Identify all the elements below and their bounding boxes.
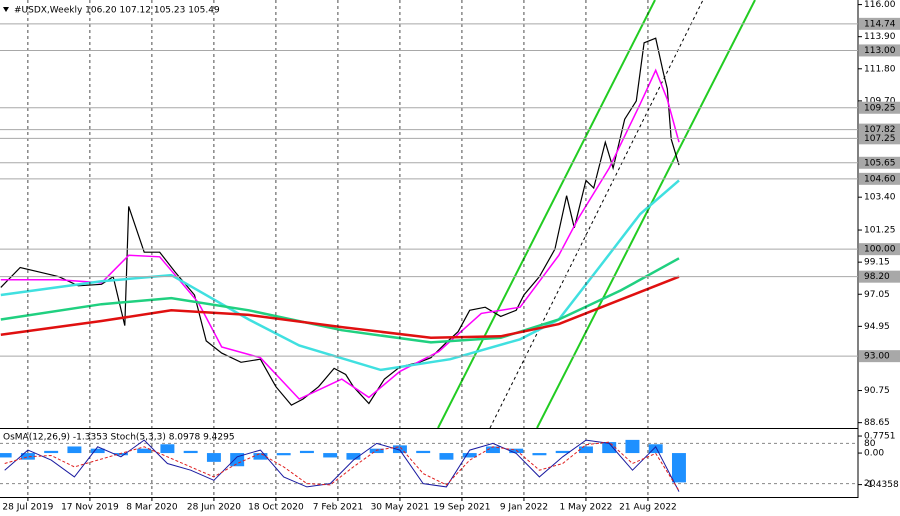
chart-title: #USDX,Weekly 106.20 107.12 105.23 105.49 [14, 6, 220, 16]
indicator-title: OsMA(12,26,9) -1.3353 Stoch(5,3,3) 8.097… [3, 433, 235, 443]
y2-tick-label: 0.00 [864, 449, 884, 459]
y-tick-label: 88.65 [864, 418, 890, 428]
level-label: 100.00 [864, 245, 896, 255]
x-tick-label: 28 Jul 2019 [2, 503, 53, 513]
osma-bar [160, 444, 175, 454]
osma-bar [253, 453, 268, 460]
x-tick-label: 30 May 2021 [371, 503, 430, 513]
level-label-box [859, 156, 900, 169]
level-label: 107.82 [864, 125, 896, 135]
osma-bar [44, 450, 59, 454]
stoch-line [4, 439, 680, 492]
level-label: 105.65 [864, 158, 896, 168]
price-line [0, 257, 680, 344]
y-tick-label: 109.70 [864, 96, 896, 106]
level-label: 113.00 [864, 46, 896, 56]
osma-bar [555, 450, 570, 454]
osma-bar [206, 453, 221, 462]
osma-bar [392, 445, 407, 454]
price-line [0, 179, 680, 372]
y-tick-label: 103.40 [864, 193, 896, 203]
level-label: 104.60 [864, 174, 896, 184]
level-label-box [859, 44, 900, 57]
channel [437, 0, 756, 428]
x-tick-label: 9 Jan 2022 [500, 503, 548, 513]
osma-bar [369, 448, 384, 454]
channel-mid-line [489, 0, 704, 428]
channel-line [536, 0, 756, 428]
y-tick-label: 94.95 [864, 322, 890, 332]
osma-bar [137, 448, 152, 454]
level-label-box [859, 17, 900, 30]
y-tick-label: 97.05 [864, 290, 890, 300]
price-line [0, 37, 680, 406]
osma-bar [67, 446, 82, 454]
osma-bar [416, 450, 431, 454]
level-label: 107.25 [864, 134, 896, 144]
osma-bar [439, 453, 454, 460]
y2-tick-label: 0.7751 [864, 432, 896, 442]
price-line [0, 275, 680, 340]
level-label-box [859, 172, 900, 185]
level-label: 109.25 [864, 103, 896, 113]
level-label-box [859, 101, 900, 114]
osma-bar [0, 453, 12, 458]
y-tick-label: 90.75 [864, 386, 890, 396]
osma-bar [648, 444, 663, 454]
y-tick-label: 80 [864, 439, 876, 449]
channel-line [437, 0, 656, 428]
level-label-box [859, 270, 900, 283]
y2-tick-label: -1.4358 [864, 480, 899, 490]
main-panel [0, 37, 680, 406]
osma-bar [346, 453, 361, 460]
osma-bar [113, 453, 128, 456]
osma-bar [671, 453, 686, 483]
y-tick-label: 111.80 [864, 64, 896, 74]
stoch-line [4, 441, 680, 491]
x-tick-label: 7 Feb 2021 [313, 503, 363, 513]
osma-bar [20, 453, 35, 460]
level-label-box [859, 132, 900, 145]
osma-bar [323, 453, 338, 458]
y-tick-label: 20 [864, 479, 876, 489]
y-tick-label: 101.25 [864, 226, 896, 236]
osma-bar [462, 453, 477, 458]
osma-bar [183, 450, 198, 454]
y-tick-label: 99.15 [864, 258, 890, 268]
price-line [0, 68, 680, 400]
level-label-box [859, 243, 900, 256]
level-label: 93.00 [864, 352, 890, 362]
osma-bar [532, 453, 547, 456]
osma-bar [299, 450, 314, 454]
level-label-box [859, 350, 900, 363]
y-tick-label: 113.90 [864, 32, 896, 42]
osma-bar [90, 448, 105, 454]
x-tick-label: 17 Nov 2019 [61, 503, 119, 513]
x-tick-label: 1 May 2022 [559, 503, 612, 513]
osma-bar [625, 439, 640, 454]
y-tick-label: 116.00 [864, 0, 896, 10]
x-tick-label: 21 Aug 2022 [619, 503, 677, 513]
x-tick-label: 19 Sep 2021 [433, 503, 490, 513]
x-tick-label: 8 Mar 2020 [126, 503, 178, 513]
osma-bar [602, 442, 617, 454]
osma-bar [578, 446, 593, 454]
x-tick-label: 18 Oct 2020 [248, 503, 304, 513]
osma-bar [230, 453, 245, 467]
header-icon [3, 7, 9, 12]
level-label: 98.20 [864, 272, 890, 282]
osma-bar [485, 446, 500, 454]
x-tick-label: 28 Jun 2020 [187, 503, 241, 513]
osma-bar [509, 448, 524, 454]
osma-bar [276, 453, 291, 456]
level-label: 114.74 [864, 19, 896, 29]
